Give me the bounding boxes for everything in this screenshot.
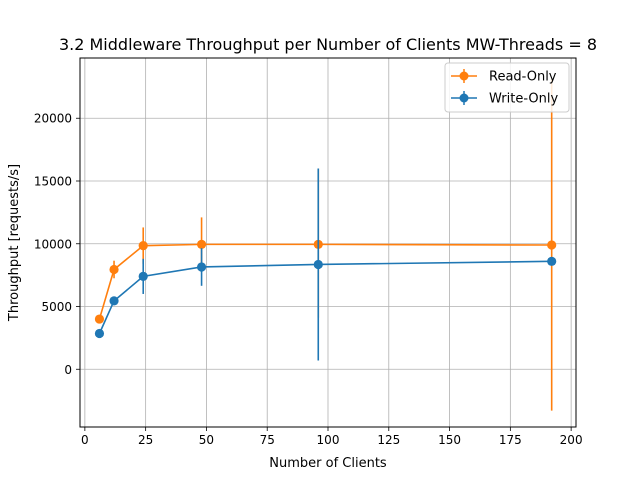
chart-title: 3.2 Middleware Throughput per Number of … [59,35,597,54]
data-point-read-only [109,264,119,275]
legend-marker-dot-write-only [459,93,469,103]
y-tick-label: 0 [64,363,72,377]
series-write-only [94,168,557,361]
x-tick-label: 50 [199,433,214,447]
grid-lines [80,58,576,427]
x-tick-label: 75 [260,433,275,447]
y-tick-label: 15000 [34,175,72,189]
x-axis-label: Number of Clients [269,456,387,471]
data-point-write-only [196,262,207,272]
series-line-write-only [98,260,552,334]
data-point-write-only [138,271,148,281]
legend-label-write-only: Write-Only [489,92,558,107]
x-tick-label: 100 [317,433,340,447]
legend-entry-read-only: Read-Only [451,69,557,85]
x-tick-label: 25 [138,433,153,447]
x-tick-label: 175 [499,433,522,447]
x-tick-label: 0 [81,433,89,447]
data-point-read-only [547,240,557,250]
data-point-write-only [547,256,557,266]
y-tick-label: 5000 [41,300,72,314]
y-tick-label: 10000 [34,237,72,251]
x-tick-label: 200 [560,433,583,447]
data-point-read-only [138,241,148,251]
data-point-read-only [94,314,105,324]
y-tick-label: 20000 [34,112,72,126]
axis-ticks: 0 25 50 75 100 125 150 175 200 0 5000 10000 15000 200… [34,112,583,447]
data-point-read-only [196,239,207,249]
legend: Read-Only Write-Only [444,62,570,113]
y-axis-label: Throughput [requests/s] [7,164,22,322]
x-tick-label: 125 [377,433,400,447]
legend-label-read-only: Read-Only [489,70,557,85]
data-point-write-only [94,328,105,339]
series-line-read-only [98,243,552,320]
data-point-write-only [313,259,323,270]
legend-entry-write-only: Write-Only [451,91,558,107]
x-tick-label: 150 [438,433,461,447]
legend-marker-dot-read-only [459,71,469,81]
data-point-write-only [109,296,119,306]
series-layer [94,79,557,411]
